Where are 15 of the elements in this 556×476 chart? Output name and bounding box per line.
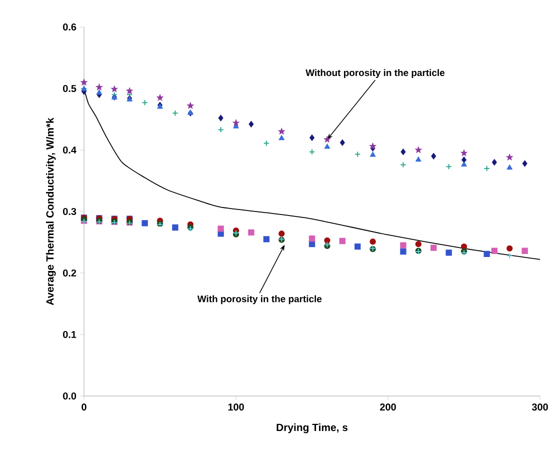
y-tick-label: 0.1 — [63, 330, 76, 338]
x-tick-label: 300 — [532, 404, 548, 411]
x-axis-title: Drying Time, s — [276, 423, 348, 434]
x-tick-label: 0 — [82, 404, 86, 411]
y-tick-label: 0.0 — [63, 392, 76, 400]
y-tick-label: 0.4 — [63, 146, 76, 154]
y-tick-label: 0.2 — [63, 269, 76, 277]
annotation: With porosity in the particle — [197, 295, 322, 304]
annotation: Without porosity in the particle — [306, 69, 445, 78]
y-tick-label: 0.5 — [63, 84, 76, 92]
y-tick-label: 0.3 — [63, 208, 76, 216]
y-axis-title: Average Thermal Conductivity, W/m*k — [46, 118, 56, 306]
y-tick-label: 0.6 — [63, 23, 76, 31]
x-tick-label: 100 — [228, 404, 244, 411]
x-tick-label: 200 — [380, 404, 396, 411]
